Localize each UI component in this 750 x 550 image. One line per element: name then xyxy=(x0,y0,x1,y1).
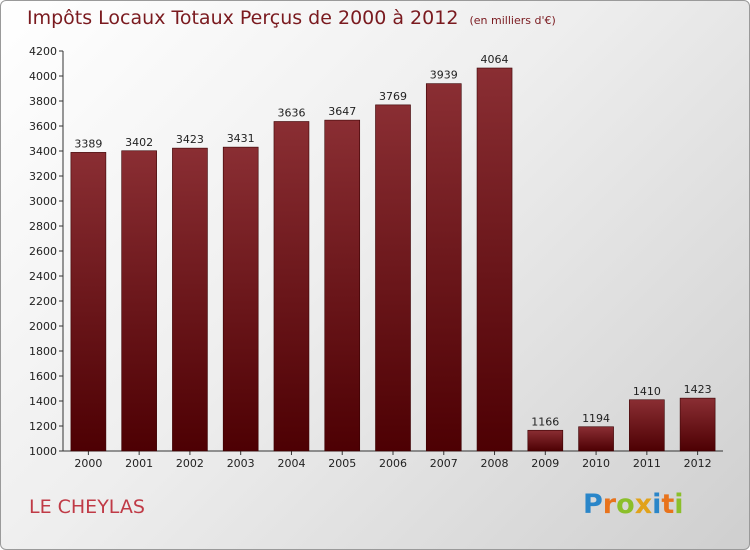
y-tick-label: 2000 xyxy=(29,320,57,333)
logo-letter: t xyxy=(661,489,675,520)
x-tick-label-2006: 2006 xyxy=(379,457,407,470)
chart-title-text: Impôts Locaux Totaux Perçus de 2000 à 20… xyxy=(27,7,459,29)
bar-2010 xyxy=(578,426,614,452)
value-label-2007: 3939 xyxy=(430,69,458,82)
y-tick-label: 3200 xyxy=(29,170,57,183)
bar-2011 xyxy=(629,399,665,452)
value-label-2008: 4064 xyxy=(481,53,509,66)
value-label-2011: 1410 xyxy=(633,385,661,398)
logo-letter: i xyxy=(674,489,684,520)
x-tick-label-2010: 2010 xyxy=(582,457,610,470)
x-tick-label-2012: 2012 xyxy=(684,457,712,470)
bar-2001 xyxy=(121,150,157,452)
bar-2000 xyxy=(70,152,107,452)
y-tick-label: 2800 xyxy=(29,220,57,233)
x-tick-label-2001: 2001 xyxy=(125,457,153,470)
bar-2007 xyxy=(425,83,462,452)
value-label-2012: 1423 xyxy=(684,383,712,396)
logo-letter: P xyxy=(583,489,603,520)
y-tick-label: 4200 xyxy=(29,45,57,58)
bar-2004 xyxy=(273,121,310,452)
proxiti-logo: Proxiti xyxy=(583,489,684,520)
value-label-2003: 3431 xyxy=(227,132,255,145)
x-tick-label-2000: 2000 xyxy=(74,457,102,470)
logo-letter: r xyxy=(602,489,617,520)
y-tick-label: 4000 xyxy=(29,70,57,83)
y-tick-label: 3800 xyxy=(29,95,57,108)
commune-name: LE CHEYLAS xyxy=(29,496,145,518)
y-tick-label: 2400 xyxy=(29,270,57,283)
bar-2005 xyxy=(324,119,361,452)
value-label-2001: 3402 xyxy=(125,136,153,149)
bar-2006 xyxy=(375,104,411,452)
y-tick-label: 3000 xyxy=(29,195,57,208)
y-tick-label: 2200 xyxy=(29,295,57,308)
logo-letter: i xyxy=(652,489,662,520)
logo-letter: o xyxy=(616,489,635,520)
y-tick-label: 1600 xyxy=(29,370,57,383)
value-label-2009: 1166 xyxy=(531,415,559,428)
value-label-2006: 3769 xyxy=(379,90,407,103)
chart-title: Impôts Locaux Totaux Perçus de 2000 à 20… xyxy=(27,7,556,29)
y-tick-label: 2600 xyxy=(29,245,57,258)
bar-2002 xyxy=(172,147,208,452)
bar-2003 xyxy=(222,146,259,452)
x-tick-label-2003: 2003 xyxy=(227,457,255,470)
value-label-2000: 3389 xyxy=(74,137,102,150)
bar-2009 xyxy=(527,429,564,452)
x-tick-label-2005: 2005 xyxy=(328,457,356,470)
x-tick-label-2004: 2004 xyxy=(277,457,305,470)
y-tick-label: 3400 xyxy=(29,145,57,158)
y-tick-label: 3600 xyxy=(29,120,57,133)
x-tick-label-2008: 2008 xyxy=(481,457,509,470)
x-tick-label-2002: 2002 xyxy=(176,457,204,470)
value-labels: 3389 3402 3423 3431 3636 3647 3769 3939 4064 1166… xyxy=(74,53,711,428)
x-tick-label-2007: 2007 xyxy=(430,457,458,470)
value-label-2004: 3636 xyxy=(277,107,305,120)
bars xyxy=(70,67,716,452)
value-label-2002: 3423 xyxy=(176,133,204,146)
x-tick-label-2011: 2011 xyxy=(633,457,661,470)
x-tick-label-2009: 2009 xyxy=(531,457,559,470)
logo-letter: x xyxy=(634,489,653,520)
bar-2008 xyxy=(476,67,513,452)
y-tick-label: 1800 xyxy=(29,345,57,358)
unit-note: (en milliers d'€) xyxy=(469,14,556,27)
value-label-2005: 3647 xyxy=(328,105,356,118)
y-tick-label: 1200 xyxy=(29,420,57,433)
bar-2012 xyxy=(679,397,716,452)
y-tick-label: 1000 xyxy=(29,445,57,458)
value-label-2010: 1194 xyxy=(582,412,610,425)
y-tick-label: 1400 xyxy=(29,395,57,408)
